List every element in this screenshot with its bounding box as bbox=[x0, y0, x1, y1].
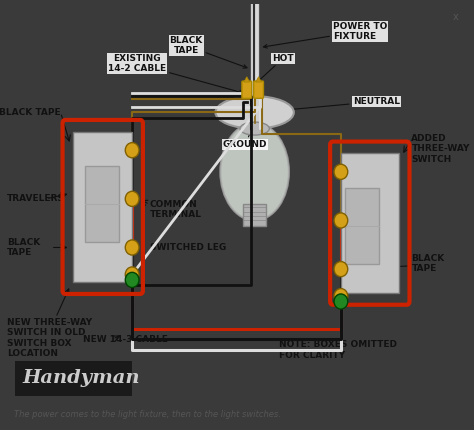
Circle shape bbox=[125, 272, 139, 288]
Ellipse shape bbox=[220, 123, 289, 221]
Bar bbox=[85, 166, 119, 242]
Circle shape bbox=[334, 261, 348, 276]
Text: NEW 14-3 CABLE: NEW 14-3 CABLE bbox=[83, 335, 168, 344]
FancyBboxPatch shape bbox=[254, 81, 264, 98]
Text: The power comes to the light fixture, then to the light switches.: The power comes to the light fixture, th… bbox=[14, 411, 281, 419]
Bar bbox=[15, 361, 132, 396]
Ellipse shape bbox=[216, 96, 294, 129]
Bar bbox=[341, 154, 399, 293]
Text: POWER TO
FIXTURE: POWER TO FIXTURE bbox=[264, 22, 387, 48]
Text: HOT: HOT bbox=[256, 54, 294, 83]
Text: BLACK
TAPE: BLACK TAPE bbox=[411, 254, 445, 273]
Circle shape bbox=[125, 267, 139, 282]
Circle shape bbox=[125, 191, 139, 206]
Circle shape bbox=[334, 164, 348, 179]
Bar bbox=[73, 132, 132, 282]
Text: NOTE: BOXES OMITTED
FOR CLARITY: NOTE: BOXES OMITTED FOR CLARITY bbox=[279, 341, 397, 360]
Bar bbox=[345, 188, 379, 264]
Polygon shape bbox=[255, 77, 262, 82]
Text: x: x bbox=[453, 12, 458, 22]
Circle shape bbox=[125, 143, 139, 158]
Bar bbox=[243, 204, 266, 226]
Text: ADDED
THREE-WAY
SWITCH: ADDED THREE-WAY SWITCH bbox=[411, 134, 470, 164]
Circle shape bbox=[334, 213, 348, 228]
Text: Handyman: Handyman bbox=[22, 369, 140, 387]
Text: BLACK TAPE: BLACK TAPE bbox=[0, 108, 61, 117]
Text: TRAVELERS: TRAVELERS bbox=[7, 194, 64, 203]
Text: SWITCHED LEG: SWITCHED LEG bbox=[150, 243, 226, 252]
Text: NEW THREE-WAY
SWITCH IN OLD
SWITCH BOX
LOCATION: NEW THREE-WAY SWITCH IN OLD SWITCH BOX L… bbox=[7, 318, 92, 358]
Circle shape bbox=[334, 294, 348, 309]
Circle shape bbox=[334, 289, 348, 304]
Circle shape bbox=[125, 240, 139, 255]
Text: BLACK
TAPE: BLACK TAPE bbox=[7, 238, 40, 257]
Text: NEUTRAL: NEUTRAL bbox=[264, 97, 400, 114]
FancyBboxPatch shape bbox=[242, 81, 252, 98]
Text: BLACK
TAPE: BLACK TAPE bbox=[169, 36, 247, 68]
Polygon shape bbox=[244, 77, 250, 82]
Text: COMMON
TERMINAL: COMMON TERMINAL bbox=[150, 200, 202, 219]
Text: GROUND: GROUND bbox=[223, 127, 267, 149]
Ellipse shape bbox=[240, 122, 269, 135]
Text: EXISTING
14-2 CABLE: EXISTING 14-2 CABLE bbox=[108, 54, 243, 94]
